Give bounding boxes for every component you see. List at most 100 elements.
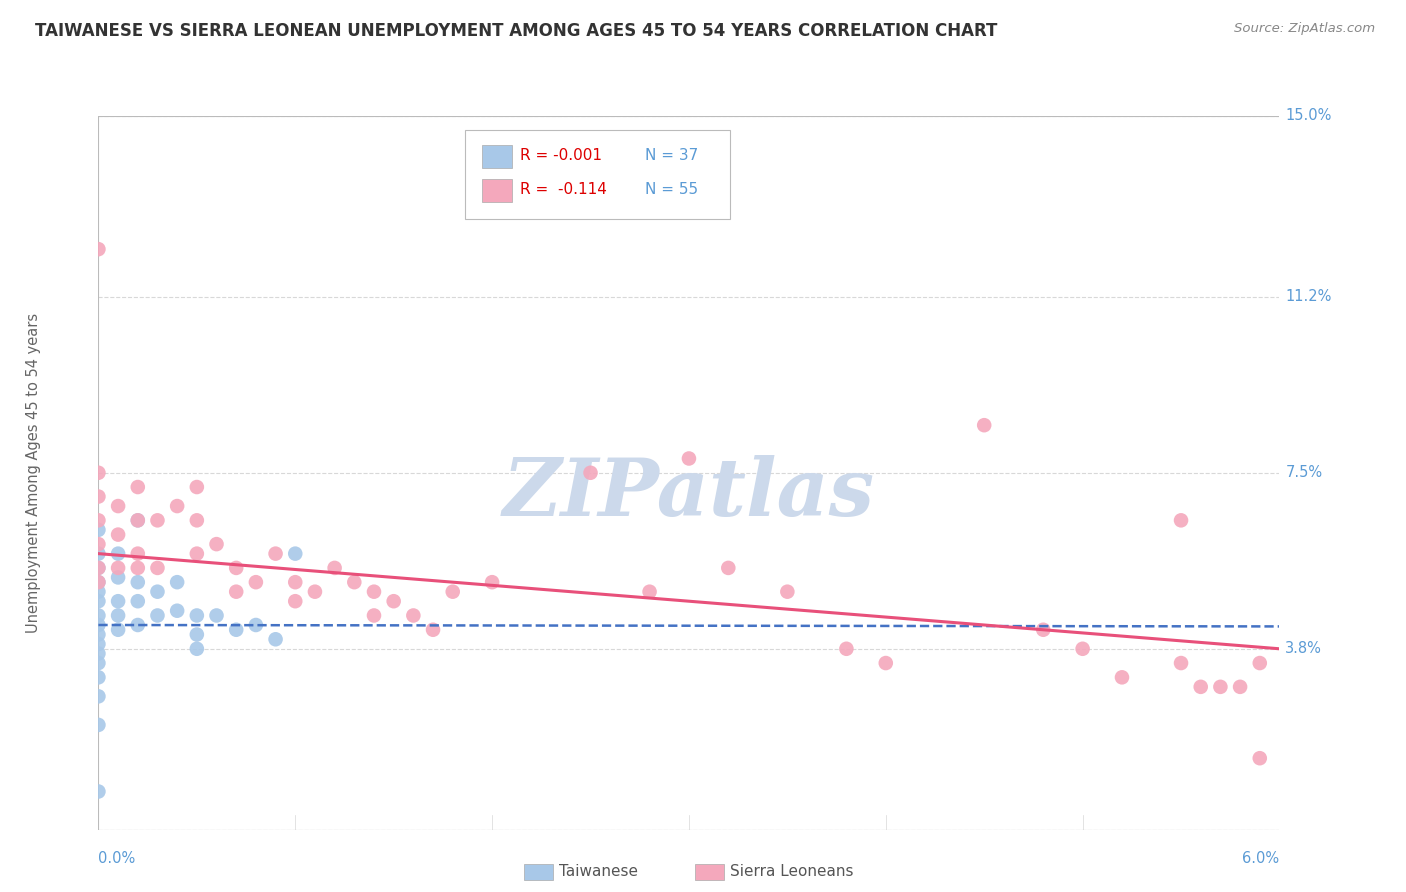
Point: [422, 623, 444, 637]
Point: [146, 608, 169, 623]
Point: [107, 594, 129, 608]
Point: [1170, 656, 1192, 670]
Point: [87, 784, 110, 798]
Text: ZIPatlas: ZIPatlas: [503, 456, 875, 533]
Point: [87, 647, 110, 661]
Point: [87, 523, 110, 537]
Point: [717, 561, 740, 575]
Point: [87, 466, 110, 480]
Point: [776, 584, 799, 599]
Point: [579, 466, 602, 480]
Text: R =  -0.114: R = -0.114: [520, 182, 607, 197]
Point: [382, 594, 405, 608]
Text: 7.5%: 7.5%: [1285, 466, 1323, 480]
Point: [87, 242, 110, 256]
Point: [1032, 623, 1054, 637]
Point: [245, 575, 267, 590]
Point: [87, 537, 110, 551]
Point: [127, 618, 149, 632]
Point: [107, 623, 129, 637]
Bar: [482, 145, 512, 168]
Point: [87, 561, 110, 575]
Text: 3.8%: 3.8%: [1285, 641, 1322, 657]
Bar: [523, 863, 553, 880]
Point: [146, 513, 169, 527]
Text: N = 55: N = 55: [645, 182, 699, 197]
Point: [107, 499, 129, 513]
Point: [835, 641, 858, 656]
Point: [87, 547, 110, 561]
Point: [343, 575, 366, 590]
Point: [127, 480, 149, 494]
Point: [1249, 751, 1271, 765]
Point: [1249, 656, 1271, 670]
Point: [638, 584, 661, 599]
Point: [127, 561, 149, 575]
Point: [186, 641, 208, 656]
Point: [87, 608, 110, 623]
Point: [87, 670, 110, 684]
Point: [87, 575, 110, 590]
Point: [166, 604, 188, 618]
Point: [264, 632, 287, 647]
Point: [87, 584, 110, 599]
Point: [146, 584, 169, 599]
Point: [166, 499, 188, 513]
Point: [225, 623, 247, 637]
Bar: [482, 179, 512, 202]
Point: [107, 547, 129, 561]
Point: [264, 547, 287, 561]
Point: [186, 480, 208, 494]
Point: [87, 594, 110, 608]
Point: [402, 608, 425, 623]
Point: [363, 608, 385, 623]
Text: Source: ZipAtlas.com: Source: ZipAtlas.com: [1234, 22, 1375, 36]
Point: [1170, 513, 1192, 527]
Point: [1111, 670, 1133, 684]
Point: [127, 575, 149, 590]
Point: [284, 594, 307, 608]
Point: [127, 594, 149, 608]
Point: [186, 513, 208, 527]
Point: [225, 561, 247, 575]
Point: [146, 561, 169, 575]
Point: [127, 513, 149, 527]
Point: [87, 575, 110, 590]
FancyBboxPatch shape: [464, 130, 730, 219]
Point: [87, 690, 110, 704]
Bar: [695, 863, 724, 880]
Point: [875, 656, 897, 670]
Point: [205, 608, 228, 623]
Point: [186, 547, 208, 561]
Text: TAIWANESE VS SIERRA LEONEAN UNEMPLOYMENT AMONG AGES 45 TO 54 YEARS CORRELATION C: TAIWANESE VS SIERRA LEONEAN UNEMPLOYMENT…: [35, 22, 997, 40]
Text: N = 37: N = 37: [645, 148, 699, 162]
Point: [107, 527, 129, 541]
Point: [87, 513, 110, 527]
Point: [1209, 680, 1232, 694]
Point: [973, 418, 995, 433]
Point: [87, 637, 110, 651]
Point: [1229, 680, 1251, 694]
Text: R = -0.001: R = -0.001: [520, 148, 602, 162]
Point: [245, 618, 267, 632]
Point: [107, 570, 129, 584]
Point: [481, 575, 503, 590]
Point: [186, 608, 208, 623]
Point: [284, 575, 307, 590]
Text: 6.0%: 6.0%: [1243, 851, 1279, 866]
Point: [87, 618, 110, 632]
Point: [284, 547, 307, 561]
Point: [205, 537, 228, 551]
Point: [87, 561, 110, 575]
Text: Taiwanese: Taiwanese: [560, 864, 638, 880]
Point: [166, 575, 188, 590]
Text: 11.2%: 11.2%: [1285, 289, 1331, 304]
Text: 0.0%: 0.0%: [98, 851, 135, 866]
Text: Unemployment Among Ages 45 to 54 years: Unemployment Among Ages 45 to 54 years: [25, 313, 41, 632]
Point: [323, 561, 346, 575]
Point: [1189, 680, 1212, 694]
Point: [87, 718, 110, 732]
Point: [1071, 641, 1094, 656]
Point: [107, 561, 129, 575]
Point: [127, 547, 149, 561]
